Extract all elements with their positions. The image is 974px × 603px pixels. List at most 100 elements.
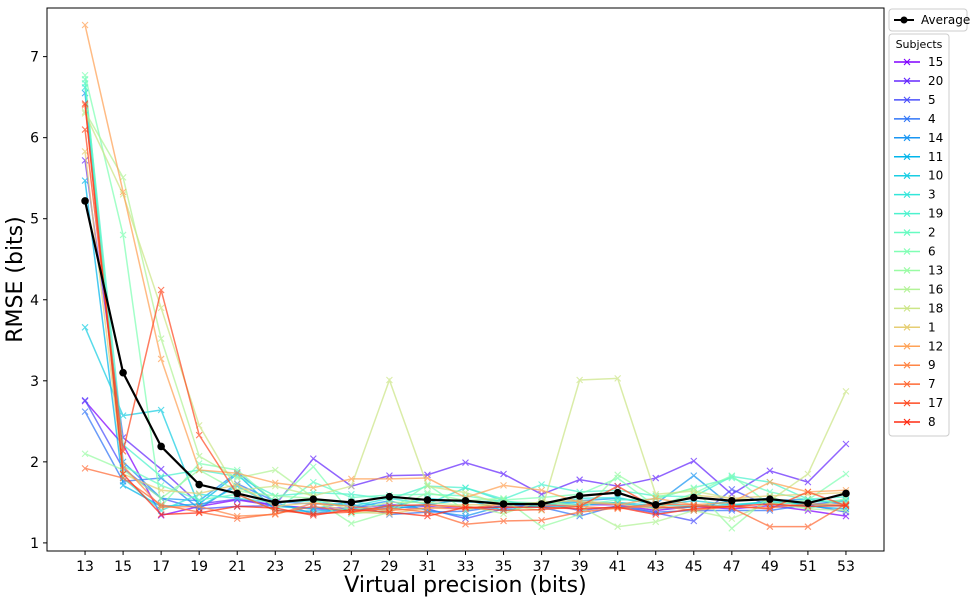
series-point bbox=[233, 474, 241, 482]
series-point bbox=[652, 494, 660, 502]
series-point bbox=[309, 511, 317, 519]
average-point bbox=[347, 498, 356, 507]
series-point bbox=[766, 523, 774, 531]
series-point bbox=[614, 471, 622, 479]
series-point bbox=[119, 173, 127, 181]
series-point bbox=[538, 481, 545, 488]
series-point bbox=[728, 486, 736, 493]
series-point bbox=[804, 523, 812, 531]
average-point bbox=[689, 493, 698, 502]
series-line-3 bbox=[84, 87, 847, 512]
series-9 bbox=[81, 101, 850, 520]
x-tick-label: 53 bbox=[837, 559, 855, 575]
legend-average-box bbox=[888, 8, 968, 32]
x-axis-label: Virtual precision (bits) bbox=[344, 573, 586, 598]
series-point bbox=[195, 490, 203, 497]
x-tick-label: 33 bbox=[457, 559, 475, 575]
legend-marker bbox=[903, 380, 911, 388]
series-point bbox=[424, 474, 431, 482]
x-tick-label: 35 bbox=[495, 559, 513, 575]
series-point bbox=[576, 376, 584, 384]
series-point bbox=[309, 463, 317, 471]
average-point bbox=[461, 496, 470, 505]
series-line-2 bbox=[84, 79, 847, 512]
series-point bbox=[804, 470, 812, 478]
average-point bbox=[271, 498, 280, 507]
legend-marker bbox=[903, 323, 911, 331]
legend-label-10: 10 bbox=[928, 169, 943, 183]
legend-label-14: 14 bbox=[928, 131, 943, 145]
legend-marker bbox=[903, 267, 911, 274]
series-point bbox=[652, 518, 660, 526]
series-point bbox=[157, 465, 165, 473]
series-point bbox=[462, 459, 469, 467]
series-point bbox=[842, 502, 850, 510]
series-point bbox=[424, 489, 431, 497]
series-point bbox=[766, 505, 774, 513]
series-point bbox=[157, 501, 165, 509]
series-point bbox=[462, 489, 469, 497]
series-point bbox=[614, 482, 622, 490]
x-tick-label: 51 bbox=[799, 559, 817, 575]
average-point bbox=[499, 500, 508, 508]
series-point bbox=[119, 470, 127, 478]
legend-label-8: 8 bbox=[928, 415, 936, 429]
legend-label-18: 18 bbox=[928, 301, 943, 315]
y-tick-label: 2 bbox=[30, 455, 39, 471]
series-point bbox=[81, 408, 89, 415]
series-point bbox=[842, 440, 850, 448]
legend-title: Subjects bbox=[896, 38, 943, 51]
average-point bbox=[766, 495, 774, 503]
series-point bbox=[424, 512, 431, 520]
series-point bbox=[614, 374, 622, 382]
legend-label-16: 16 bbox=[928, 282, 943, 296]
series-line-20 bbox=[84, 160, 847, 506]
series-point bbox=[271, 504, 279, 512]
x-tick-label: 25 bbox=[304, 559, 322, 575]
average-point bbox=[728, 496, 736, 505]
x-tick-label: 41 bbox=[609, 559, 627, 575]
series-line-1 bbox=[84, 151, 846, 515]
x-tick-label: 23 bbox=[266, 559, 284, 575]
legend-marker bbox=[903, 418, 911, 426]
series-point bbox=[157, 286, 165, 294]
series-point bbox=[233, 469, 241, 477]
legend-label-20: 20 bbox=[928, 74, 943, 88]
series-point bbox=[614, 503, 622, 511]
y-axis-ticks: 1 2 3 4 5 6 7 bbox=[30, 50, 47, 552]
series-point bbox=[424, 482, 431, 490]
series-point bbox=[81, 464, 89, 472]
series-point bbox=[157, 355, 165, 363]
series-point bbox=[195, 431, 203, 439]
series-point bbox=[157, 494, 165, 502]
series-point bbox=[690, 517, 698, 525]
series-point bbox=[81, 109, 89, 117]
series-line-19 bbox=[84, 83, 847, 500]
series-point bbox=[500, 470, 507, 478]
series-point bbox=[157, 335, 165, 343]
series-point bbox=[500, 517, 507, 525]
series-point bbox=[309, 484, 317, 492]
series-point bbox=[728, 524, 736, 532]
series-12 bbox=[81, 21, 850, 509]
legend-marker bbox=[903, 399, 911, 407]
series-point bbox=[804, 478, 812, 486]
series-point bbox=[195, 508, 203, 516]
series-point bbox=[119, 462, 127, 470]
y-tick-label: 3 bbox=[30, 374, 39, 390]
average-point bbox=[842, 489, 850, 498]
y-tick-label: 4 bbox=[30, 293, 39, 309]
legend-label-2: 2 bbox=[928, 226, 936, 240]
series-point bbox=[538, 486, 545, 494]
series-layer bbox=[81, 21, 850, 532]
y-axis-label: RMSE (bits) bbox=[3, 216, 28, 342]
series-point bbox=[81, 323, 89, 331]
series-point bbox=[157, 406, 165, 414]
series-point bbox=[347, 475, 355, 483]
series-point bbox=[652, 511, 660, 518]
series-point bbox=[728, 472, 736, 480]
legend-marker bbox=[903, 248, 911, 255]
series-point bbox=[157, 473, 165, 480]
legend-marker bbox=[903, 286, 911, 293]
